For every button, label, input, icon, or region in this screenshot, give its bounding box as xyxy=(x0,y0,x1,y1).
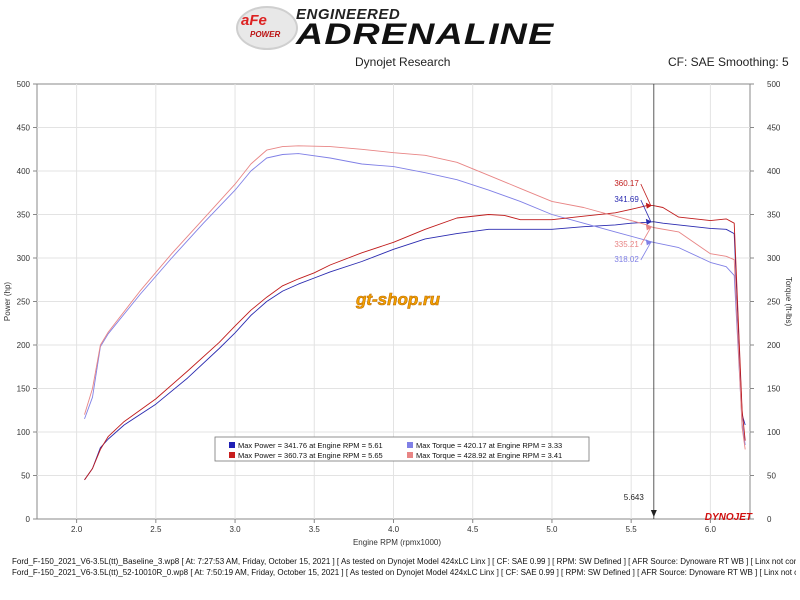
run-note-p5r: Ford_F-150_2021_V6-3.5L(tt)_52-10010R_0.… xyxy=(4,567,796,578)
y-tick-label-right: 400 xyxy=(767,167,781,176)
y-tick-label-right: 250 xyxy=(767,298,781,307)
legend-swatch xyxy=(229,442,235,448)
cursor-arrow-icon-0 xyxy=(645,202,652,209)
cursor-value-3: 318.02 xyxy=(614,255,639,264)
cursor-pointer-1 xyxy=(640,199,652,222)
y-tick-label-right: 100 xyxy=(767,428,781,437)
x-tick-label: 3.0 xyxy=(229,525,241,534)
y-tick-label-right: 0 xyxy=(767,515,772,524)
series-line-0 xyxy=(84,221,746,481)
legend-entry: Max Power = 360.73 at Engine RPM = 5.65 xyxy=(238,451,383,460)
y-tick-label-left: 300 xyxy=(17,254,31,263)
legend-entry: Max Torque = 428.92 at Engine RPM = 3.41 xyxy=(416,451,562,460)
x-tick-label: 4.0 xyxy=(388,525,400,534)
y-tick-label-right: 150 xyxy=(767,385,781,394)
cursor-marker-icon xyxy=(650,510,657,517)
x-tick-label: 5.0 xyxy=(546,525,558,534)
brand-tagline: ENGINEERED xyxy=(296,6,401,23)
legend-entry: Max Power = 341.76 at Engine RPM = 5.61 xyxy=(238,441,383,450)
brand-logo: aFe POWER ENGINEERED ADRENALINE xyxy=(0,0,800,80)
y-tick-label-left: 250 xyxy=(17,298,31,307)
y-axis-label-right: Torque (ft-lbs) xyxy=(784,277,793,327)
legend-swatch xyxy=(407,442,413,448)
header-title: Dynojet Research xyxy=(355,55,451,69)
y-tick-label-left: 400 xyxy=(17,167,31,176)
series-line-2 xyxy=(84,205,746,481)
cursor-value-label: 5.643 xyxy=(624,493,645,502)
cursor-value-0: 360.17 xyxy=(614,179,639,188)
legend-swatch xyxy=(229,452,235,458)
y-tick-label-left: 350 xyxy=(17,211,31,220)
run-note-baseline: Ford_F-150_2021_V6-3.5L(tt)_Baseline_3.w… xyxy=(4,556,796,567)
series-line-1 xyxy=(84,153,746,446)
y-tick-label-right: 200 xyxy=(767,341,781,350)
y-tick-label-left: 150 xyxy=(17,385,31,394)
x-tick-label: 2.0 xyxy=(71,525,83,534)
cursor-arrow-icon-3 xyxy=(645,239,652,246)
cursor-value-2: 335.21 xyxy=(614,240,639,249)
y-tick-label-right: 350 xyxy=(767,211,781,220)
brand-badge-sub: POWER xyxy=(250,30,281,39)
y-tick-label-left: 100 xyxy=(17,428,31,437)
y-tick-label-right: 500 xyxy=(767,80,781,89)
y-tick-label-left: 200 xyxy=(17,341,31,350)
x-tick-label: 5.5 xyxy=(626,525,638,534)
y-tick-label-left: 50 xyxy=(21,472,30,481)
series-line-3 xyxy=(84,145,746,450)
cursor-arrow-icon-1 xyxy=(645,218,652,225)
run-notes: Ford_F-150_2021_V6-3.5L(tt)_Baseline_3.w… xyxy=(4,556,796,578)
legend-swatch xyxy=(407,452,413,458)
y-axis-label-left: Power (hp) xyxy=(3,282,12,321)
dyno-chart: 0 0 50 50 100 100 150 150 200 200 250 250 300 300 350 3… xyxy=(3,80,793,547)
y-tick-label-right: 300 xyxy=(767,254,781,263)
legend-box xyxy=(214,436,590,462)
x-tick-label: 6.0 xyxy=(705,525,717,534)
y-tick-label-left: 500 xyxy=(17,80,31,89)
dynojet-logo: DYNOJET xyxy=(705,512,753,523)
x-tick-label: 4.5 xyxy=(467,525,479,534)
legend-entry: Max Torque = 420.17 at Engine RPM = 3.33 xyxy=(416,441,562,450)
afe-badge-icon xyxy=(236,6,298,50)
x-tick-label: 3.5 xyxy=(309,525,321,534)
cursor-pointer-2 xyxy=(640,227,652,246)
x-axis-label: Engine RPM (rpmx1000) xyxy=(353,538,441,547)
y-tick-label-right: 450 xyxy=(767,124,781,133)
header-settings: CF: SAE Smoothing: 5 xyxy=(668,55,789,69)
brand-badge-text: aFe xyxy=(241,12,267,29)
cursor-arrow-icon-2 xyxy=(645,224,652,231)
y-tick-label-left: 0 xyxy=(26,515,31,524)
watermark-logo: gt-shop.ru xyxy=(355,290,441,309)
cursor-pointer-3 xyxy=(640,242,652,261)
y-tick-label-right: 50 xyxy=(767,472,776,481)
cursor-pointer-0 xyxy=(640,183,652,206)
y-tick-label-left: 450 xyxy=(17,124,31,133)
cursor-value-1: 341.69 xyxy=(614,195,639,204)
x-tick-label: 2.5 xyxy=(150,525,162,534)
brand-wordmark: ADRENALINE xyxy=(296,18,555,51)
